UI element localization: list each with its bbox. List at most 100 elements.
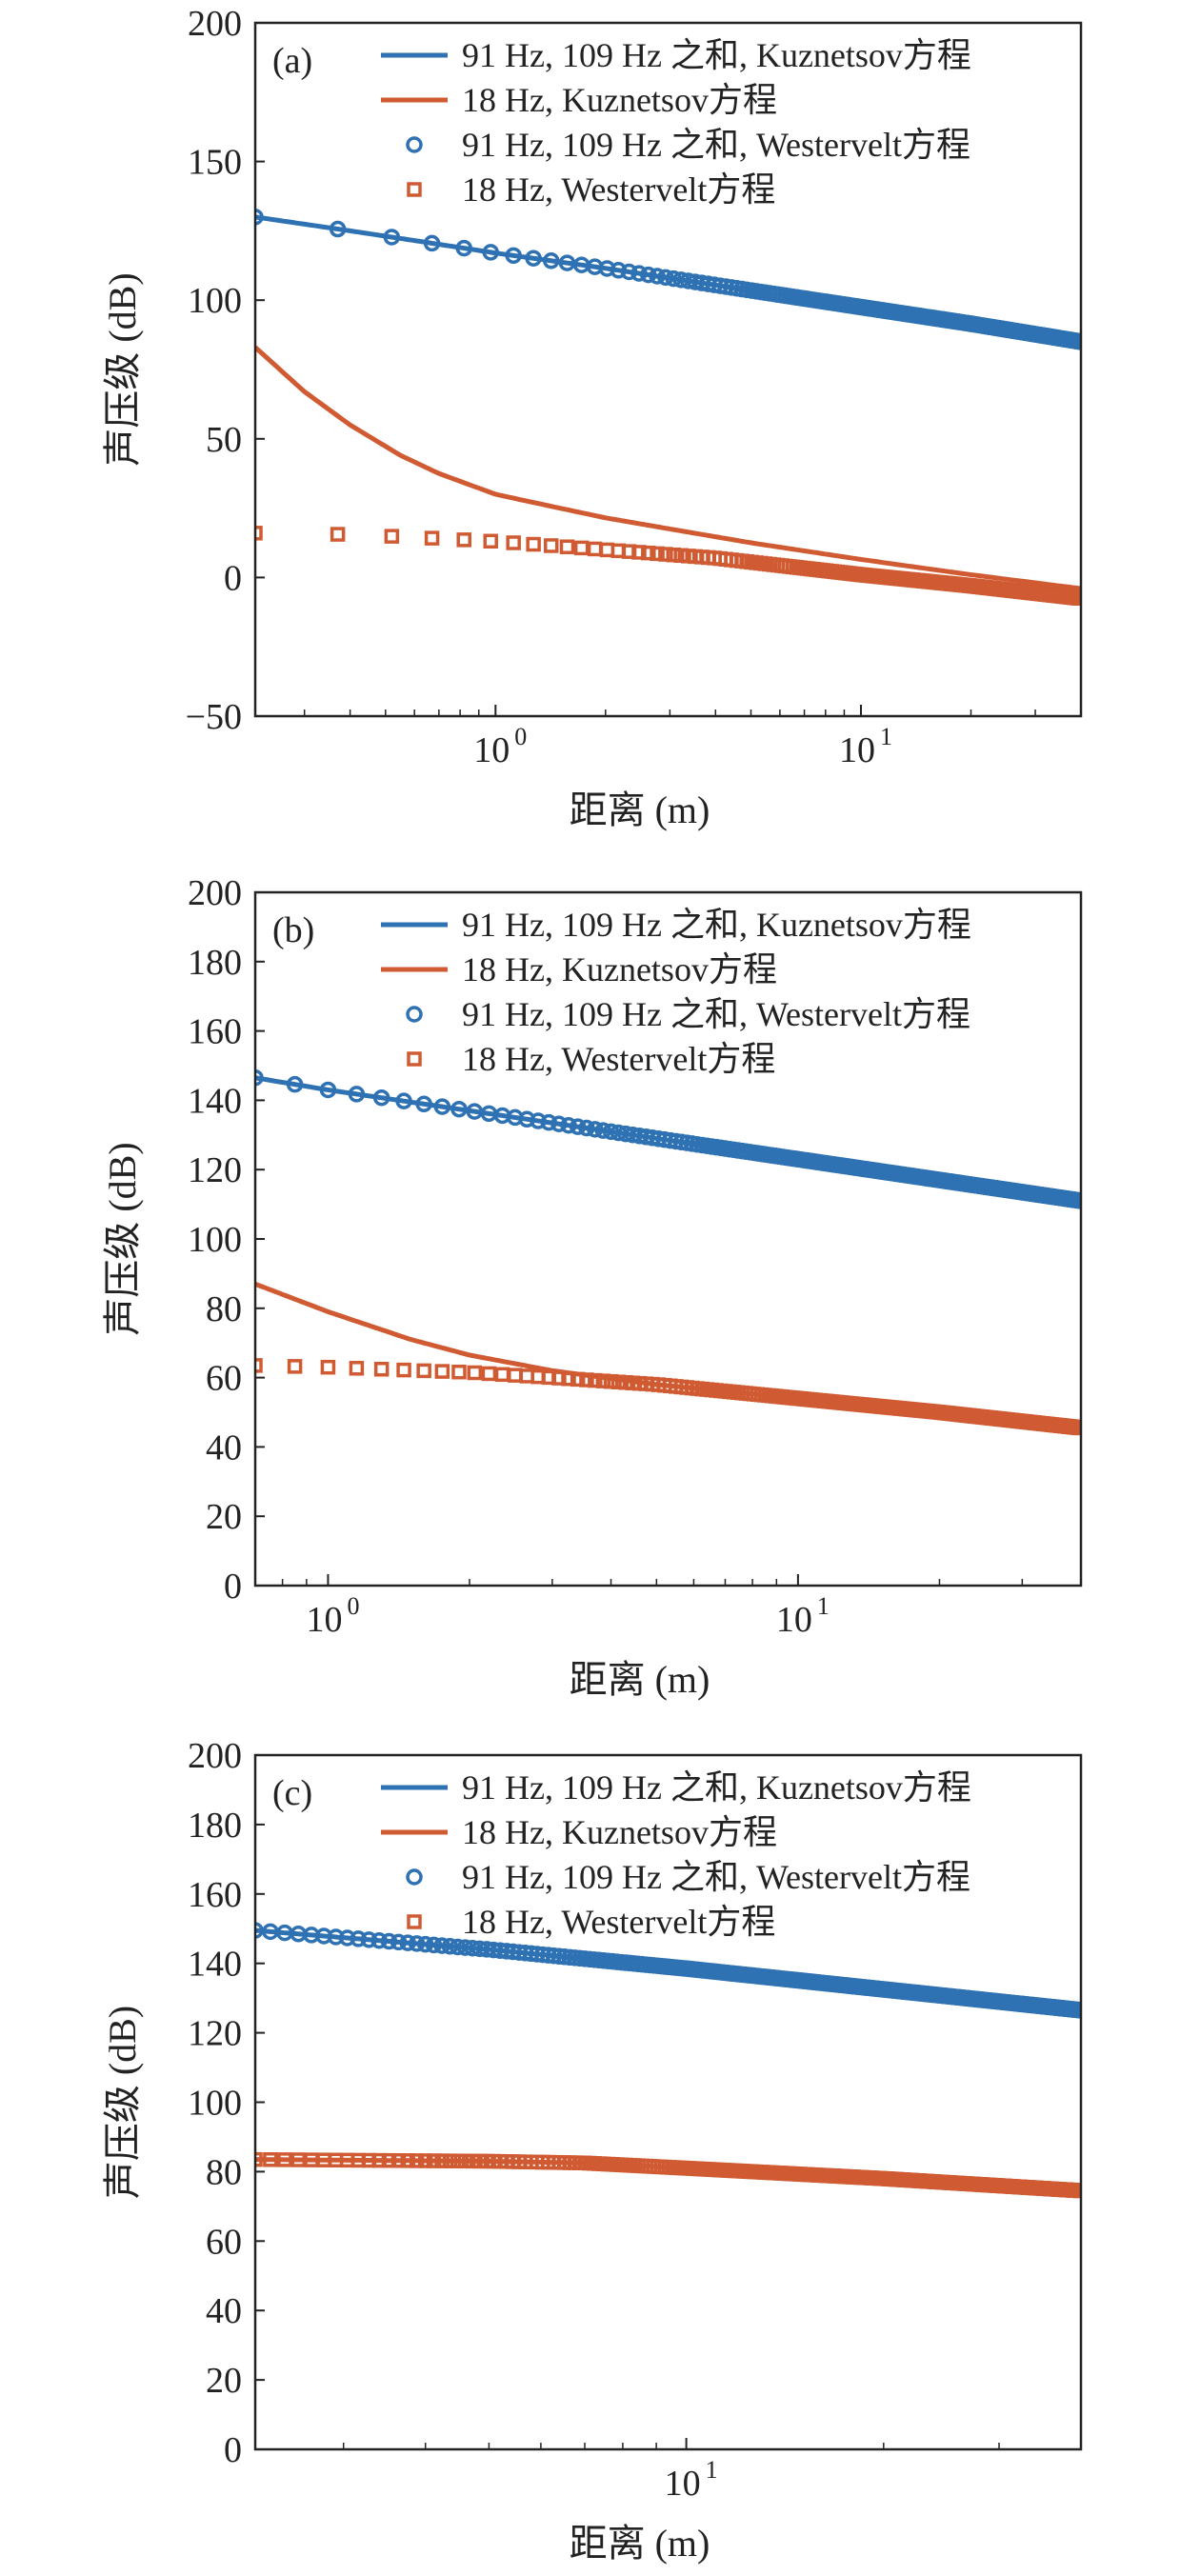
series-markers-4	[255, 526, 1081, 606]
marker-circle	[560, 1116, 577, 1134]
marker-circle	[550, 1115, 568, 1132]
panel-label: (b)	[272, 910, 314, 950]
marker-square	[508, 1368, 523, 1383]
y-tick-label: 80	[206, 1289, 242, 1329]
y-tick-label: 0	[224, 2430, 242, 2470]
marker-circle	[441, 1938, 459, 1955]
y-tick-label: 20	[206, 1497, 242, 1537]
marker-square	[349, 1361, 365, 1376]
marker-square	[483, 533, 498, 549]
marker-circle	[1072, 2002, 1081, 2019]
marker-circle	[450, 1100, 468, 1118]
y-tick-label: 160	[188, 1875, 242, 1915]
marker-circle	[529, 1946, 546, 1963]
x-tick-exponent: 0	[514, 723, 527, 750]
marker-circle	[408, 1935, 426, 1952]
marker-square	[543, 538, 559, 553]
y-tick-label: 50	[206, 420, 242, 460]
marker-square	[587, 541, 603, 557]
marker-square	[666, 547, 681, 563]
marker-square	[631, 545, 647, 560]
marker-circle	[416, 1935, 434, 1953]
y-tick-label: 100	[188, 281, 242, 321]
y-axis-label: 声压级 (dB)	[101, 1142, 144, 1335]
axes-frame	[253, 1753, 1083, 2451]
marker-square	[426, 2153, 442, 2168]
y-tick-label: 60	[206, 1359, 242, 1399]
marker-circle	[399, 1934, 416, 1951]
y-tick-label: 140	[188, 1081, 242, 1121]
marker-square	[263, 2152, 278, 2167]
marker-circle	[348, 1086, 366, 1103]
marker-circle	[423, 234, 441, 252]
legend-label: 18 Hz, Westervelt方程	[462, 1040, 775, 1078]
marker-circle	[657, 269, 674, 287]
marker-circle	[505, 247, 522, 265]
marker-circle	[372, 1088, 390, 1107]
marker-square	[390, 2153, 407, 2168]
panel-label: (c)	[272, 1773, 312, 1813]
marker-circle	[383, 229, 401, 246]
marker-square	[494, 1367, 510, 1383]
marker-circle	[569, 1118, 587, 1135]
y-tick-label: 40	[206, 2291, 242, 2331]
legend-swatch-circle	[406, 1868, 423, 1886]
marker-circle	[602, 1123, 620, 1141]
marker-square	[277, 2152, 292, 2167]
y-tick-label: 200	[188, 4, 242, 44]
x-tick-label: 10	[776, 1600, 812, 1640]
marker-square	[1073, 1420, 1081, 1436]
marker-square	[1073, 2183, 1081, 2199]
x-tick-exponent: 1	[880, 723, 892, 750]
marker-circle	[255, 1922, 264, 1939]
marker-square	[658, 547, 673, 562]
marker-circle	[415, 1095, 432, 1113]
marker-square	[255, 526, 263, 541]
marker-square	[287, 1359, 303, 1374]
plot-area	[255, 209, 1081, 606]
legend-label: 18 Hz, Kuznetsov方程	[462, 81, 777, 119]
marker-circle	[649, 268, 666, 285]
x-tick-label: 10	[839, 730, 875, 770]
legend-label: 18 Hz, Westervelt方程	[462, 1903, 775, 1941]
marker-circle	[338, 1929, 356, 1947]
marker-square	[434, 1364, 450, 1379]
panel-label: (a)	[272, 41, 312, 81]
y-tick-label: 150	[188, 143, 242, 183]
marker-square	[400, 2153, 415, 2168]
marker-square	[570, 1371, 586, 1388]
marker-circle	[482, 244, 499, 261]
legend-swatch-circle	[406, 136, 423, 153]
x-tick-label: 10	[306, 1600, 342, 1640]
marker-circle	[319, 1081, 337, 1099]
marker-circle	[390, 1933, 408, 1951]
marker-circle	[255, 1068, 264, 1087]
marker-square	[396, 1362, 411, 1378]
y-tick-label: 40	[206, 1428, 242, 1468]
x-tick-exponent: 0	[347, 1592, 359, 1620]
marker-square	[506, 535, 521, 550]
legend-swatch-circle	[406, 1006, 423, 1023]
marker-square	[255, 1358, 263, 1373]
marker-circle	[665, 270, 682, 288]
marker-circle	[587, 1121, 604, 1138]
marker-circle	[425, 1936, 443, 1954]
y-tick-label: 20	[206, 2361, 242, 2401]
marker-square	[255, 2151, 263, 2167]
legend-label: 18 Hz, Kuznetsov方程	[462, 950, 777, 988]
y-axis-label: 声压级 (dB)	[101, 2006, 144, 2199]
y-axis-label: 声压级 (dB)	[101, 272, 144, 466]
marker-square	[417, 2153, 433, 2168]
marker-circle	[329, 220, 347, 238]
y-tick-label: 200	[188, 873, 242, 913]
marker-square	[595, 1373, 611, 1388]
marker-circle	[360, 1931, 378, 1948]
marker-circle	[530, 1112, 547, 1129]
legend-label: 18 Hz, Kuznetsov方程	[462, 1813, 777, 1851]
y-tick-label: 0	[224, 1567, 242, 1607]
marker-square	[384, 529, 400, 544]
series-markers-3	[255, 1922, 1081, 2019]
y-tick-label: 120	[188, 2014, 242, 2054]
